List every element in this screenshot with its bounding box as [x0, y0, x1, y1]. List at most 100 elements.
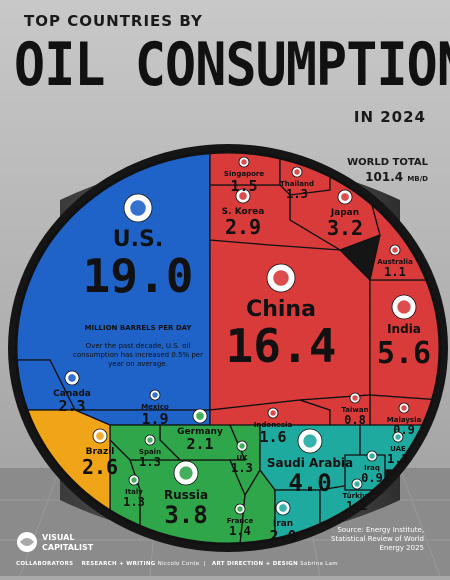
flag-canada-emblem: [68, 374, 76, 382]
us-note: Over the past decade, U.S. oil consumptio…: [73, 342, 203, 368]
label-france: France: [227, 517, 254, 525]
label-canada: Canada: [53, 389, 91, 399]
flag-taiwan-emblem: [352, 395, 358, 401]
value-taiwan: 0.8: [344, 413, 366, 427]
value-indonesia: 1.6: [259, 428, 286, 446]
label-india: India: [387, 322, 421, 336]
label-australia: Australia: [377, 258, 413, 266]
value-australia: 1.1: [384, 265, 406, 279]
label-brazil: Brazil: [86, 447, 115, 457]
flag-brazil-emblem: [96, 432, 104, 440]
flag-australia-emblem: [392, 247, 398, 253]
value-iraq: 0.9: [361, 471, 383, 485]
flag-spain-emblem: [147, 437, 153, 443]
label-s-korea: S. Korea: [222, 207, 265, 217]
us-note-line: consumption has increased 0.5% per: [73, 351, 203, 359]
label-russia: Russia: [164, 488, 208, 502]
label-japan: Japan: [330, 208, 359, 218]
world-total-unit: MB/D: [407, 175, 428, 183]
title-main: OIL CONSUMPTION: [14, 30, 450, 100]
label-spain: Spain: [139, 448, 161, 456]
label-uae: UAE: [390, 445, 406, 453]
world-total-value: 101.4 MB/D: [365, 170, 428, 184]
value-japan: 3.2: [327, 216, 363, 240]
value-u-s: 19.0: [83, 249, 194, 303]
label-mexico: Mexico: [141, 403, 169, 411]
value-china: 16.4: [226, 319, 337, 373]
flag-s-korea-emblem: [239, 192, 247, 200]
label-iran: Iran: [273, 519, 293, 529]
flag-t-rkiye-emblem: [354, 481, 360, 487]
flag-singapore-emblem: [241, 159, 247, 165]
value-saudi-arabia: 4.0: [288, 469, 331, 497]
flag-iran-emblem: [279, 504, 287, 512]
value-canada: 2.3: [58, 397, 85, 415]
flag-thailand-emblem: [294, 169, 300, 175]
value-russia: 3.8: [164, 501, 207, 529]
value-t-rkiye: 1.2: [346, 499, 368, 513]
label-china: China: [246, 297, 316, 322]
value-spain: 1.3: [139, 455, 161, 469]
world-total-label: WORLD TOTAL: [347, 157, 428, 168]
flag-china-emblem: [273, 270, 289, 286]
value-uae: 1.2: [387, 452, 409, 466]
credits-design-label: ART DIRECTION + DESIGN: [211, 561, 299, 567]
visual-capitalist-logo: VISUAL CAPITALIST: [16, 530, 126, 558]
world-total-number: 101.4: [365, 170, 404, 184]
us-note-line: year on average.: [108, 360, 168, 368]
flag-uk-emblem: [239, 443, 245, 449]
label-thailand: Thailand: [280, 180, 314, 188]
value-france: 1.4: [229, 524, 251, 538]
treemap-outline: [14, 150, 442, 546]
label-germany: Germany: [177, 427, 223, 437]
label-u-s: U.S.: [113, 227, 163, 252]
flag-france-emblem: [237, 506, 243, 512]
label-t-rkiye: Türkiye: [343, 492, 372, 500]
flag-india-emblem: [397, 300, 411, 314]
label-indonesia: Indonesia: [254, 421, 293, 429]
logo-mark-icon: VISUAL CAPITALIST: [17, 532, 94, 552]
flag-iraq-emblem: [369, 453, 375, 459]
credits-heading: COLLABORATORS: [16, 561, 74, 567]
flag-italy-emblem: [131, 477, 137, 483]
label-malaysia: Malaysia: [387, 416, 422, 424]
value-singapore: 1.5: [230, 177, 257, 195]
source-note: Source: Energy Institute, Statistical Re…: [330, 526, 424, 552]
credits-research-label: RESEARCH + WRITING: [81, 561, 156, 567]
flag-japan-emblem: [341, 193, 349, 201]
flag-germany-emblem: [196, 412, 204, 420]
label-taiwan: Taiwan: [341, 406, 368, 414]
logo-text-line1: VISUAL: [42, 533, 74, 542]
logo-text-line2: CAPITALIST: [42, 543, 94, 552]
value-s-korea: 2.9: [225, 215, 261, 239]
us-unit-label: MILLION BARRELS PER DAY: [85, 324, 193, 332]
flag-mexico-emblem: [152, 392, 158, 398]
value-uk: 1.3: [231, 461, 253, 475]
credits: COLLABORATORS RESEARCH + WRITING Niccolo…: [16, 561, 338, 567]
flag-malaysia-emblem: [401, 405, 407, 411]
us-note-line: Over the past decade, U.S. oil: [86, 342, 191, 350]
flag-u-s-emblem: [130, 200, 146, 216]
value-thailand: 1.3: [286, 187, 308, 201]
flag-saudi-arabia-emblem: [303, 434, 317, 448]
value-germany: 2.1: [186, 435, 213, 453]
value-mexico: 1.9: [141, 410, 168, 428]
value-italy: 1.3: [123, 495, 145, 509]
value-india: 5.6: [377, 336, 431, 371]
label-iraq: Iraq: [364, 464, 380, 472]
title-line1: TOP COUNTRIES BY: [24, 12, 203, 30]
value-brazil: 2.6: [82, 455, 118, 479]
flag-uae-emblem: [395, 434, 401, 440]
credits-writer: Niccolo Conte: [157, 561, 200, 567]
credits-designer: Sabrina Lam: [300, 561, 338, 567]
value-iran: 2.0: [269, 527, 296, 545]
label-saudi-arabia: Saudi Arabia: [267, 456, 353, 470]
label-italy: Italy: [125, 488, 143, 496]
flag-russia-emblem: [179, 466, 193, 480]
title-year: IN 2024: [353, 108, 426, 126]
label-singapore: Singapore: [224, 170, 264, 178]
label-uk: UK: [236, 454, 248, 462]
